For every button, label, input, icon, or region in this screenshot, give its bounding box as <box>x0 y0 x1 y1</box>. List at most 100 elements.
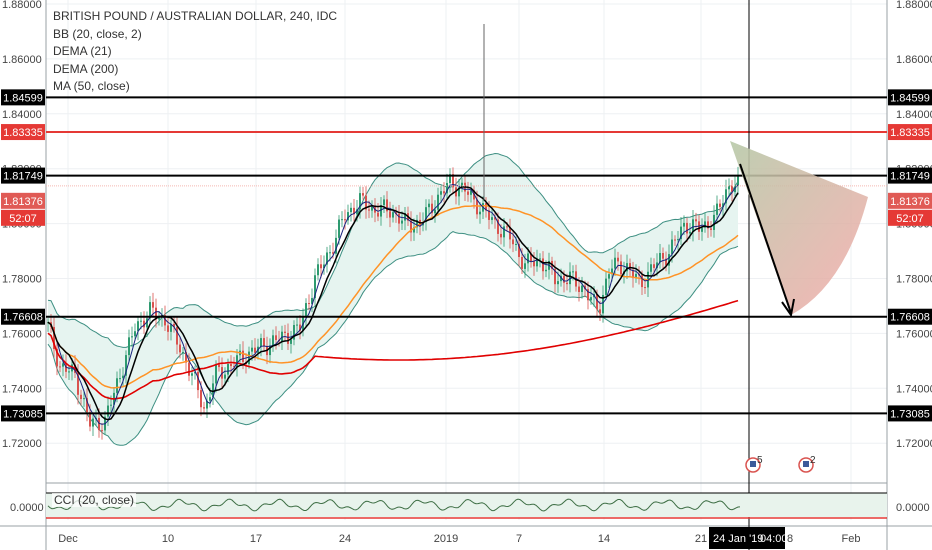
left-price-label: 1.84599 <box>3 92 43 104</box>
candle-body <box>650 264 652 272</box>
candle-body <box>308 303 310 305</box>
candle-body <box>581 285 583 292</box>
projection-arrow-line <box>739 163 792 314</box>
candle-body <box>305 303 307 317</box>
event-flag-icon-inner <box>750 461 756 467</box>
candle-body <box>206 400 208 409</box>
candle-body <box>386 199 388 212</box>
candle-body <box>524 263 526 269</box>
candle-body <box>614 257 616 269</box>
dema200-indicator-label[interactable]: DEMA (200) <box>53 61 119 76</box>
cci-indicator-label[interactable]: CCI (20, close) <box>52 493 137 507</box>
crosshair-date: 24 Jan '19 <box>713 533 763 545</box>
candle-body <box>458 187 460 197</box>
candle-body <box>587 289 589 301</box>
candle-body <box>566 282 568 285</box>
cci-band <box>46 493 887 517</box>
candle-body <box>635 273 637 279</box>
candle-body <box>248 351 250 365</box>
right-tick-label: 1.72000 <box>896 438 932 450</box>
right-tick-label: 1.86000 <box>896 54 932 66</box>
candle-body <box>59 366 61 368</box>
left-price-label: 1.73085 <box>3 408 43 420</box>
candle-body <box>326 252 328 265</box>
candle-body <box>713 214 715 230</box>
candle-body <box>557 281 559 285</box>
candle-body <box>425 207 427 223</box>
candle-body <box>596 294 598 310</box>
right-price-label-bg <box>888 192 932 209</box>
left-price-label: 52:07 <box>9 213 37 225</box>
left-tick-label: 1.72000 <box>2 438 42 450</box>
candle-body <box>338 219 340 238</box>
candle-body <box>446 183 448 194</box>
left-price-label: 1.81749 <box>3 171 43 183</box>
left-price-label: 1.81376 <box>3 196 43 208</box>
horizontal-levels[interactable] <box>46 96 887 415</box>
candle-body <box>122 375 124 379</box>
candle-body <box>197 371 199 391</box>
ma50-indicator-label[interactable]: MA (50, close) <box>53 79 130 93</box>
candle-body <box>662 252 664 259</box>
candle-body <box>518 244 520 257</box>
left-price-label: 1.76608 <box>3 312 43 324</box>
symbol-title[interactable]: BRITISH POUND / AUSTRALIAN DOLLAR, 240, … <box>53 9 338 23</box>
candle-body <box>656 262 658 268</box>
candle-body <box>476 199 478 215</box>
event-count: 5 <box>757 455 763 466</box>
candle-body <box>116 378 118 393</box>
candle-body <box>497 219 499 234</box>
candle-body <box>569 271 571 285</box>
candle-body <box>368 209 370 211</box>
price-axes[interactable]: 1.880001.860001.840001.820001.800001.780… <box>1 0 932 514</box>
candle-body <box>275 335 277 341</box>
candle-body <box>545 269 547 272</box>
candle-body <box>53 326 55 350</box>
candle-body <box>536 258 538 267</box>
left-price-label-bg <box>1 308 45 325</box>
chart-legend: BRITISH POUND / AUSTRALIAN DOLLAR, 240, … <box>53 8 337 96</box>
candle-body <box>707 221 709 229</box>
candle-body <box>716 203 718 215</box>
right-price-label-bg <box>888 89 932 106</box>
candle-body <box>491 217 493 220</box>
candle-body <box>578 286 580 292</box>
candle-body <box>293 324 295 340</box>
right-price-label-bg <box>888 308 932 325</box>
candle-body <box>722 203 724 207</box>
candle-body <box>290 339 292 344</box>
bb-indicator-label[interactable]: BB (20, close, 2) <box>53 26 142 41</box>
dema21-indicator-label[interactable]: DEMA (21) <box>53 44 112 58</box>
candle-body <box>62 363 64 367</box>
time-tick-label: 24 <box>339 533 351 545</box>
candle-body <box>608 274 610 279</box>
candle-body <box>404 213 406 221</box>
left-tick-label: 1.76000 <box>2 328 42 340</box>
right-tick-label: 1.88000 <box>896 0 932 11</box>
left-tick-label: 1.88000 <box>2 0 42 11</box>
candle-body <box>131 336 133 338</box>
right-price-label: 1.84599 <box>890 92 930 104</box>
candle-body <box>212 383 214 398</box>
candle-body <box>620 261 622 275</box>
candle-body <box>686 222 688 234</box>
candle-body <box>434 209 436 214</box>
candle-body <box>653 264 655 268</box>
candle-body <box>467 191 469 195</box>
candle-body <box>701 227 703 232</box>
right-price-label-bg <box>888 124 932 141</box>
candle-body <box>629 263 631 270</box>
candle-body <box>260 338 262 347</box>
time-tick-label: 14 <box>598 533 610 545</box>
candle-body <box>218 364 220 368</box>
candle-body <box>353 207 355 215</box>
candle-body <box>203 407 205 409</box>
event-count: 2 <box>810 455 816 466</box>
candle-body <box>215 364 217 384</box>
candle-body <box>242 350 244 362</box>
candle-body <box>359 193 361 210</box>
candle-body <box>470 190 472 195</box>
